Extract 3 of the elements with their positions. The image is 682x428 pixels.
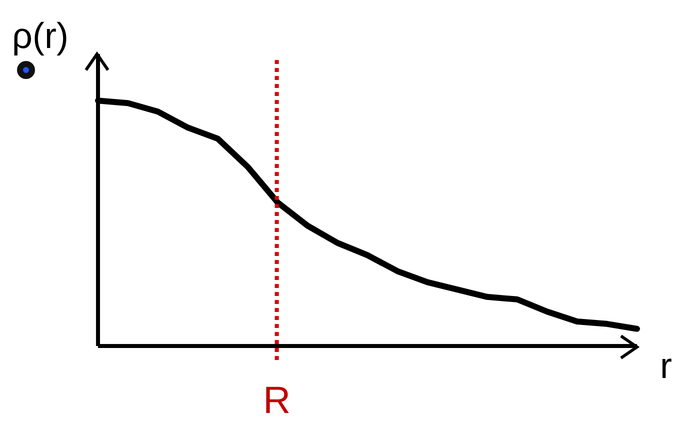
- text: R: [263, 380, 291, 422]
- x-axis-title: r: [660, 345, 672, 386]
- y-axis-title: ρ(r): [12, 15, 68, 56]
